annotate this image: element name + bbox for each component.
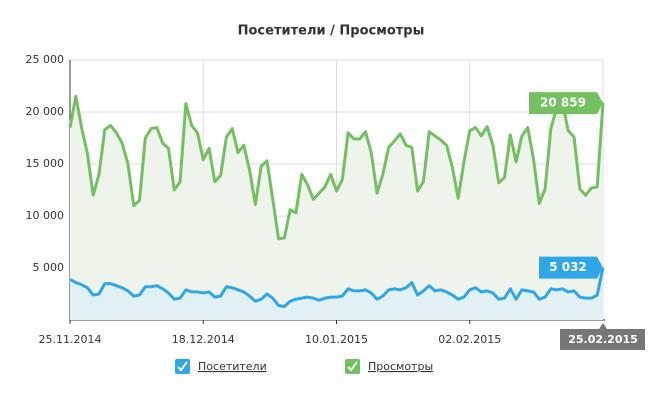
x-tick-label: 02.02.2015 (438, 333, 501, 346)
x-tick-label: 25.11.2014 (39, 333, 102, 346)
y-tick-label: 20 000 (26, 105, 65, 118)
x-tick-label: 25.02.2015 (568, 333, 638, 346)
value-label: 5 032 (549, 260, 587, 274)
legend-check[interactable] (347, 361, 358, 372)
series-line (69, 267, 605, 308)
y-tick-label: 15 000 (26, 157, 65, 170)
value-label: 20 859 (540, 96, 586, 110)
x-cursor-box (560, 323, 645, 350)
series-line (68, 94, 605, 241)
x-tick-label: 18.12.2014 (172, 333, 235, 346)
y-tick-label: 10 000 (26, 209, 65, 222)
legend-check[interactable] (177, 361, 188, 372)
legend-label[interactable]: Просмотры (368, 360, 433, 373)
y-tick-label: 25 000 (26, 53, 65, 66)
area-fill (70, 96, 603, 321)
chart-title: Посетители / Просмотры (238, 24, 425, 39)
value-label-box (529, 92, 603, 115)
legend-label[interactable]: Посетители (198, 360, 267, 373)
area-fill (70, 267, 603, 320)
y-tick-label: 5 000 (33, 261, 65, 274)
value-label-box (539, 256, 603, 279)
x-tick-label: 10.01.2015 (305, 333, 368, 346)
